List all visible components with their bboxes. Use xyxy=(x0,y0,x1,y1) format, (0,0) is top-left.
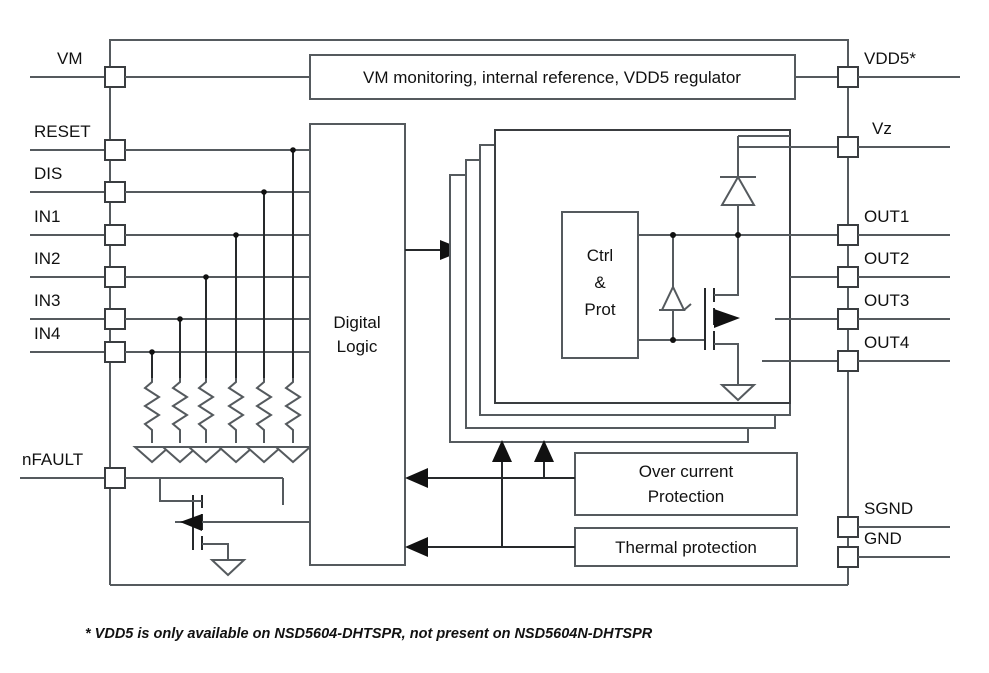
pin-gnd[interactable] xyxy=(837,546,950,568)
ground-symbol-bank xyxy=(132,446,313,464)
pin-label-in4: IN4 xyxy=(34,324,60,343)
left-pin-group xyxy=(20,66,310,505)
block-over-current-protection[interactable] xyxy=(574,452,798,516)
pin-label-out1: OUT1 xyxy=(864,207,909,226)
resistor xyxy=(143,378,161,443)
zener-clamp-diode xyxy=(659,232,692,343)
arrow-thermal-up-to-channels xyxy=(492,440,512,547)
pin-nfault[interactable] xyxy=(20,467,284,505)
pin-label-in2: IN2 xyxy=(34,249,60,268)
pin-label-dis: DIS xyxy=(34,164,62,183)
ctrl-prot-label-3: Prot xyxy=(584,300,615,319)
pulldown-resistor-bank xyxy=(143,378,302,443)
output-power-stage xyxy=(638,135,838,402)
output-tap-wires xyxy=(738,146,838,362)
pin-label-gnd: GND xyxy=(864,529,902,548)
over-current-label-1: Over current xyxy=(639,462,734,481)
pin-sgnd[interactable] xyxy=(837,516,950,538)
pin-label-out3: OUT3 xyxy=(864,291,909,310)
arrow-ocp-up-to-channels xyxy=(534,440,554,478)
block-digital-logic[interactable] xyxy=(309,123,406,566)
pin-label-out2: OUT2 xyxy=(864,249,909,268)
pin-in3[interactable] xyxy=(30,308,310,330)
block-ctrl-prot[interactable] xyxy=(561,211,639,359)
pin-vm[interactable] xyxy=(30,66,310,88)
output-power-mosfet xyxy=(704,235,757,402)
footnote-text: * VDD5 is only available on NSD5604-DHTS… xyxy=(85,626,653,642)
pin-label-out4: OUT4 xyxy=(864,333,909,352)
pulldown-tap-wires xyxy=(149,147,296,378)
resistor xyxy=(255,378,273,443)
channel-front xyxy=(494,129,791,404)
thermal-protection-label: Thermal protection xyxy=(615,538,757,557)
pin-label-vz: Vz xyxy=(872,119,892,138)
pin-out4[interactable] xyxy=(837,350,950,372)
outer-rail-frame xyxy=(109,39,849,586)
pin-label-in3: IN3 xyxy=(34,291,60,310)
block-thermal-protection[interactable] xyxy=(574,527,798,567)
pin-label-vm: VM xyxy=(57,49,83,68)
resistor xyxy=(227,378,245,443)
block-vm-monitoring[interactable] xyxy=(309,54,838,100)
pin-label-sgnd: SGND xyxy=(864,499,913,518)
arrow-ocp-to-logic xyxy=(405,468,575,488)
digital-logic-label-2: Logic xyxy=(337,337,378,356)
pin-vz[interactable] xyxy=(837,136,950,158)
pin-label-vdd5: VDD5* xyxy=(864,49,916,68)
right-pin-group xyxy=(837,66,960,568)
pin-out2[interactable] xyxy=(837,266,950,288)
resistor xyxy=(171,378,189,443)
digital-logic-label-1: Digital xyxy=(333,313,380,332)
resistor xyxy=(284,378,302,443)
ctrl-prot-label-1: Ctrl xyxy=(587,246,613,265)
pin-out1[interactable] xyxy=(837,224,950,246)
pin-vdd5[interactable] xyxy=(837,66,960,88)
pin-label-reset: RESET xyxy=(34,122,91,141)
over-current-label-2: Protection xyxy=(648,487,725,506)
pin-in4[interactable] xyxy=(30,341,310,363)
freewheeling-diode xyxy=(720,147,756,235)
pin-label-in1: IN1 xyxy=(34,207,60,226)
pin-reset[interactable] xyxy=(30,139,310,161)
pin-label-nfault: nFAULT xyxy=(22,450,83,469)
arrow-thermal-to-logic xyxy=(405,537,575,557)
vm-monitoring-label: VM monitoring, internal reference, VDD5 … xyxy=(363,68,741,87)
pin-dis[interactable] xyxy=(30,181,310,203)
pin-in2[interactable] xyxy=(30,266,310,288)
resistor xyxy=(197,378,215,443)
ctrl-prot-label-2: & xyxy=(594,273,606,292)
pin-in1[interactable] xyxy=(30,224,310,246)
pin-out3[interactable] xyxy=(837,308,950,330)
nfault-open-drain-mosfet xyxy=(159,478,310,577)
